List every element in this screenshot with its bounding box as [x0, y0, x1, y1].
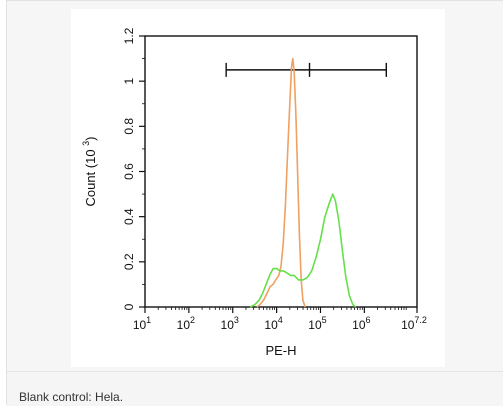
figure-caption: Blank control: Hela. — [19, 390, 124, 404]
x-tick-exponent: 5 — [322, 315, 327, 325]
x-tick-label: 107.2 — [401, 315, 427, 332]
green-histogram-line — [249, 193, 357, 308]
x-tick-base: 10 — [352, 318, 366, 332]
y-axis-title-main: Count (10 — [83, 146, 98, 207]
x-tick-label: 105 — [308, 315, 326, 332]
x-tick-label: 101 — [133, 315, 151, 332]
histogram-chart: 101 102 103 104 105 106 107.200.20.40.60.811.2… — [81, 27, 427, 358]
x-tick-exponent: 4 — [278, 315, 283, 325]
x-tick-exponent: 7.2 — [414, 315, 427, 325]
x-tick-exponent: 2 — [190, 315, 195, 325]
y-tick-label: 0 — [122, 303, 136, 310]
x-tick-base: 10 — [401, 318, 415, 332]
x-tick-base: 10 — [177, 318, 191, 332]
x-axis-title: PE-H — [265, 343, 296, 358]
y-tick-label: 1.2 — [122, 27, 136, 44]
y-axis-title-close: ) — [83, 136, 98, 140]
y-tick-label: 0.8 — [122, 118, 136, 135]
x-tick-label: 106 — [352, 315, 370, 332]
x-tick-base: 10 — [308, 318, 322, 332]
x-tick-base: 10 — [264, 318, 278, 332]
y-tick-label: 0.4 — [122, 208, 136, 225]
x-tick-base: 10 — [221, 318, 235, 332]
caption-bar: Blank control: Hela. — [7, 371, 503, 406]
x-tick-label: 102 — [177, 315, 195, 332]
y-tick-label: 0.2 — [122, 253, 136, 270]
x-tick-exponent: 1 — [146, 315, 151, 325]
x-tick-base: 10 — [133, 318, 147, 332]
x-tick-exponent: 3 — [234, 315, 239, 325]
y-axis-title-exponent: 3 — [81, 141, 91, 146]
histogram-figure: 101 102 103 104 105 106 107.2 0 0.2 0.4 0.6 0.8 1 1.2… — [71, 9, 445, 367]
y-tick-label: 0.6 — [122, 163, 136, 180]
figure-card: 101 102 103 104 105 106 107.2 0 0.2 0.4 0.6 0.8 1 1.2… — [6, 0, 503, 406]
y-tick-label: 1 — [122, 78, 136, 85]
x-tick-exponent: 6 — [366, 315, 371, 325]
x-tick-label: 103 — [221, 315, 239, 332]
y-axis-title: Count (10 3) — [81, 136, 98, 206]
orange-histogram-line — [256, 57, 306, 308]
x-tick-label: 104 — [264, 315, 282, 332]
